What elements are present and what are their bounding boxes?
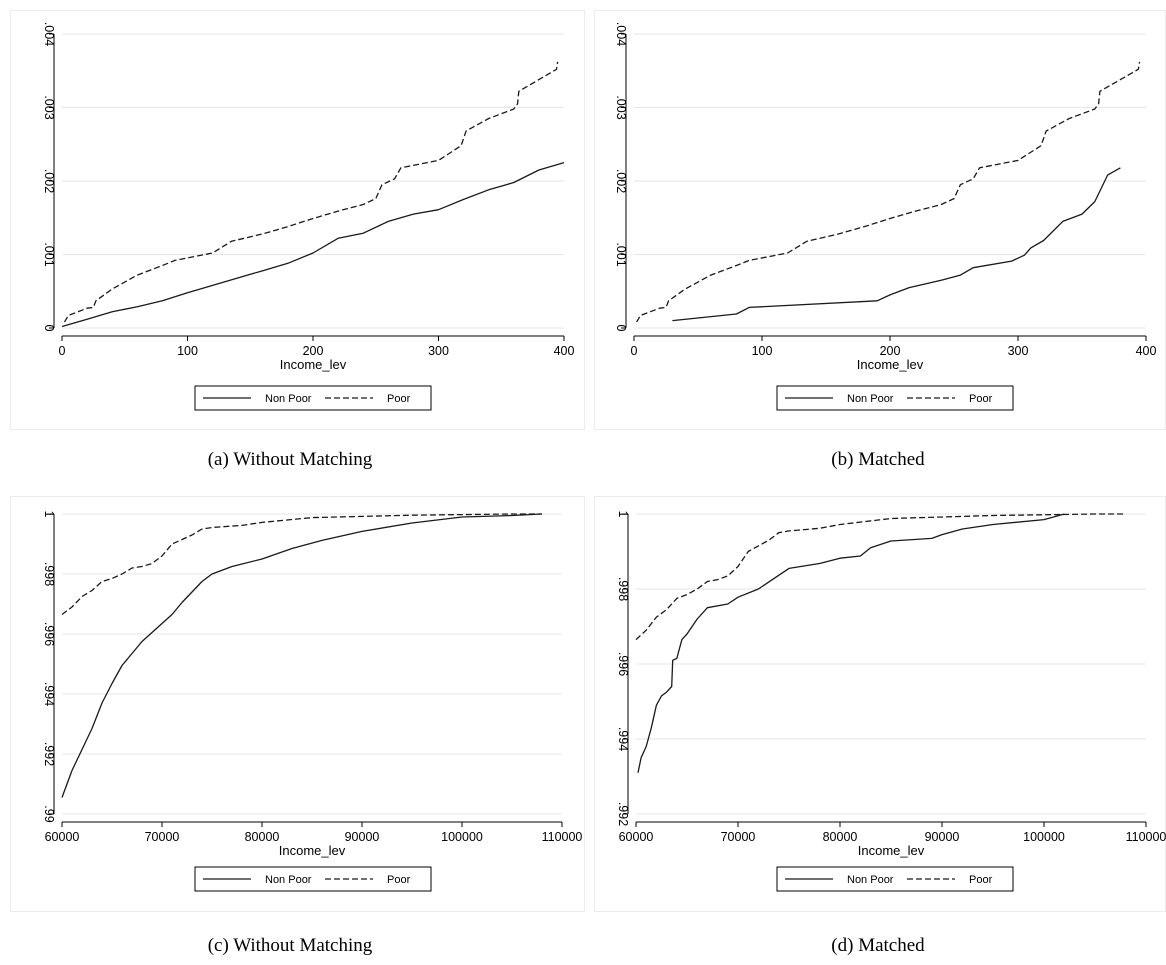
chart-panel-b: 0 .001 .002 .003 .004 0 100 200 300 400 Income_lev… <box>594 10 1166 430</box>
series-line-non-poor <box>637 513 1065 773</box>
x-tick-label: 80000 <box>823 830 858 844</box>
y-tick-label: .994 <box>42 682 56 706</box>
caption-b: (b) Matched <box>831 449 925 470</box>
legend-label: Non Poor <box>847 874 894 886</box>
x-tick-label: 90000 <box>345 830 380 844</box>
y-tick-label: .998 <box>616 577 630 601</box>
series-line-non-poor <box>61 513 543 798</box>
x-tick-label: 100 <box>177 344 198 358</box>
y-tick-label: .001 <box>614 242 628 266</box>
y-tick-label: 1 <box>42 511 56 518</box>
x-tick-label: 200 <box>880 344 901 358</box>
x-tick-label: 400 <box>1136 344 1157 358</box>
series-line-non-poor <box>61 161 565 328</box>
y-tick-label: .992 <box>616 802 630 826</box>
series-line-poor <box>636 61 1141 323</box>
y-tick-label: .004 <box>42 22 56 46</box>
chart-d-frame <box>594 496 1166 912</box>
x-tick-label: 110000 <box>1126 830 1166 844</box>
y-tick-label: .002 <box>614 169 628 193</box>
y-tick-label: .002 <box>42 169 56 193</box>
y-tick-label: .99 <box>42 805 56 822</box>
x-tick-label: 60000 <box>619 830 654 844</box>
x-axis-title: Income_lev <box>858 843 925 858</box>
x-tick-label: 80000 <box>245 830 280 844</box>
legend-label: Poor <box>387 393 411 405</box>
chart-panel-a: 0 .001 .002 .003 .004 0 100 200 300 400 Income_lev… <box>10 10 585 430</box>
x-tick-label: 200 <box>303 344 324 358</box>
y-tick-label: .998 <box>42 562 56 586</box>
x-axis-title: Income_lev <box>857 357 924 372</box>
x-tick-label: 70000 <box>145 830 180 844</box>
chart-b-frame <box>594 10 1166 430</box>
y-tick-label: .001 <box>42 242 56 266</box>
x-tick-label: 400 <box>554 344 575 358</box>
legend-label: Non Poor <box>847 393 894 405</box>
y-tick-label: 0 <box>42 325 56 332</box>
x-tick-label: 300 <box>1008 344 1029 358</box>
chart-b-svg: 0 .001 .002 .003 .004 0 100 200 300 400 Income_lev… <box>594 10 1166 430</box>
x-tick-label: 100000 <box>1023 830 1065 844</box>
caption-d: (d) Matched <box>831 935 925 956</box>
y-tick-label: .996 <box>42 622 56 646</box>
y-tick-label: .994 <box>616 727 630 751</box>
x-tick-label: 300 <box>428 344 449 358</box>
chart-c-frame <box>10 496 585 912</box>
legend-label: Non Poor <box>265 874 312 886</box>
y-tick-label: .003 <box>614 95 628 119</box>
chart-panel-c: .99 .992 .994 .996 .998 1 60000 70000 80000 90000… <box>10 496 585 912</box>
x-tick-label: 100 <box>752 344 773 358</box>
chart-a-svg: 0 .001 .002 .003 .004 0 100 200 300 400 Income_lev… <box>10 10 585 430</box>
series-line-poor <box>635 513 1126 641</box>
x-tick-label: 0 <box>631 344 638 358</box>
x-axis-title: Income_lev <box>280 357 347 372</box>
chart-a-frame <box>10 10 585 430</box>
x-tick-label: 70000 <box>721 830 756 844</box>
y-tick-label: .004 <box>614 22 628 46</box>
caption-a: (a) Without Matching <box>207 449 373 470</box>
y-tick-label: .003 <box>42 95 56 119</box>
chart-panel-d: .992 .994 .996 .998 1 60000 70000 80000 90000 100… <box>594 496 1166 912</box>
x-tick-label: 0 <box>59 344 66 358</box>
legend-label: Poor <box>387 874 411 886</box>
y-tick-label: 0 <box>614 325 628 332</box>
legend-label: Poor <box>969 393 993 405</box>
x-tick-label: 110000 <box>542 830 583 844</box>
x-tick-label: 90000 <box>925 830 960 844</box>
legend-label: Poor <box>969 874 993 886</box>
series-line-non-poor <box>672 167 1121 322</box>
y-tick-label: .992 <box>42 742 56 766</box>
x-tick-label: 100000 <box>441 830 483 844</box>
series-line-poor <box>63 61 559 323</box>
legend-label: Non Poor <box>265 393 312 405</box>
chart-d-svg: .992 .994 .996 .998 1 60000 70000 80000 90000 100… <box>594 496 1166 912</box>
y-tick-label: .996 <box>616 652 630 676</box>
caption-c: (c) Without Matching <box>207 935 373 956</box>
y-tick-label: 1 <box>616 511 630 518</box>
x-tick-label: 60000 <box>45 830 80 844</box>
chart-c-svg: .99 .992 .994 .996 .998 1 60000 70000 80000 90000… <box>10 496 585 912</box>
series-line-poor <box>61 513 542 616</box>
x-axis-title: Income_lev <box>279 843 346 858</box>
